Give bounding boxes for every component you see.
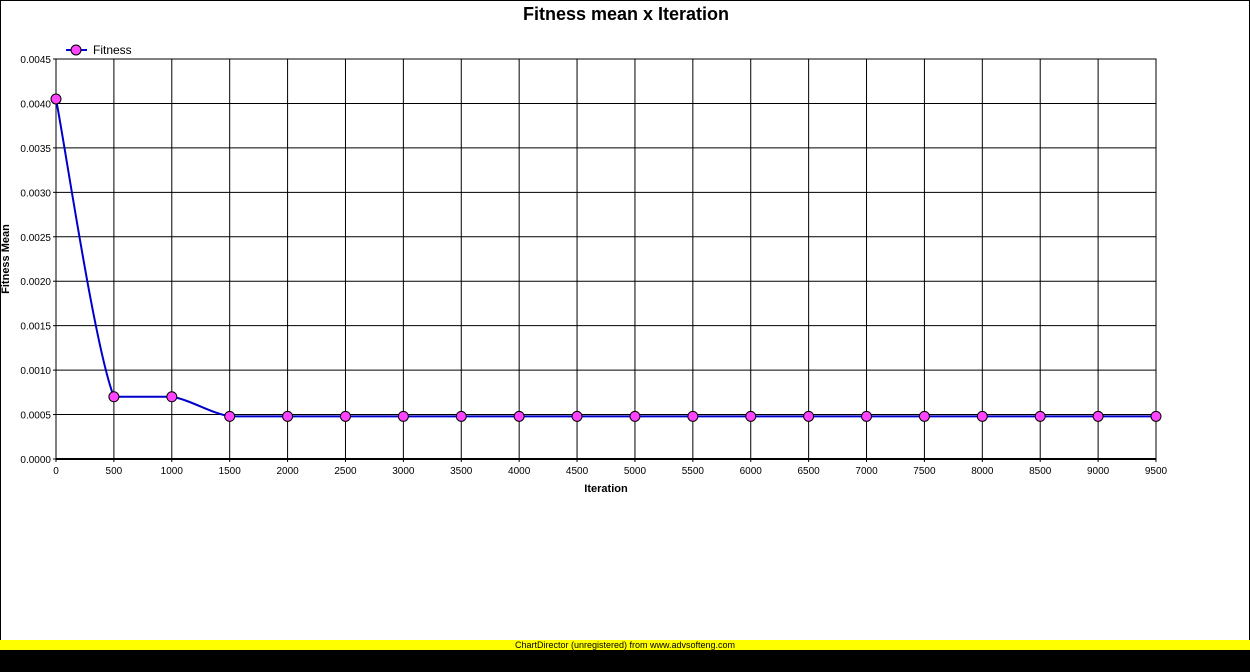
y-tick-label: 0.0040 [20, 99, 51, 110]
y-tick-label: 0.0045 [20, 55, 51, 66]
data-point [1034, 410, 1046, 422]
data-point [976, 410, 988, 422]
data-point [397, 410, 409, 422]
y-tick-label: 0.0005 [20, 411, 51, 422]
y-tick-label: 0.0025 [20, 233, 51, 244]
x-tick-label: 7000 [855, 466, 878, 477]
x-tick-label: 9000 [1087, 466, 1110, 477]
chart-title: Fitness mean x Iteration [523, 4, 729, 24]
x-tick-label: 2500 [334, 466, 357, 477]
bottom-strip [0, 650, 1250, 672]
fitness-chart: Fitness mean x Iteration Fitness 0.00000… [1, 4, 1168, 495]
series-markers [50, 93, 1162, 422]
x-tick-label: 3500 [450, 466, 473, 477]
x-tick-label: 6000 [740, 466, 763, 477]
data-point [1150, 410, 1162, 422]
y-axis-label: Fitness Mean [1, 224, 12, 294]
x-tick-label: 8500 [1029, 466, 1052, 477]
legend: Fitness [66, 43, 132, 57]
y-tick-label: 0.0010 [20, 366, 51, 377]
x-tick-label: 1000 [161, 466, 184, 477]
legend-marker [70, 44, 82, 56]
data-point [455, 410, 467, 422]
data-point [803, 410, 815, 422]
footer-bar: ChartDirector (unregistered) from www.ad… [0, 640, 1250, 650]
data-point [745, 410, 757, 422]
x-tick-label: 5000 [624, 466, 647, 477]
x-tick-label: 0 [53, 466, 59, 477]
x-tick-label: 6500 [798, 466, 821, 477]
grid [55, 58, 1157, 460]
data-point [571, 410, 583, 422]
footer-text: ChartDirector (unregistered) from www.ad… [514, 640, 736, 650]
y-tick-label: 0.0015 [20, 322, 51, 333]
x-tick-label: 2000 [276, 466, 299, 477]
y-tick-label: 0.0030 [20, 188, 51, 199]
chart-frame: Fitness mean x Iteration Fitness 0.0000 0… [0, 0, 1250, 641]
x-tick-label: 8000 [971, 466, 994, 477]
data-point [513, 410, 525, 422]
y-axis-ticks: 0.0000 0.0005 0.0010 0.0015 0.0020 0.0025 0.00… [20, 55, 56, 466]
data-point [629, 410, 641, 422]
legend-label: Fitness [93, 43, 132, 57]
data-point [166, 391, 178, 403]
data-point [224, 410, 236, 422]
x-tick-label: 4500 [566, 466, 589, 477]
x-tick-label: 4000 [508, 466, 531, 477]
data-point [918, 410, 930, 422]
data-point [861, 410, 873, 422]
data-point [50, 93, 62, 105]
y-tick-label: 0.0020 [20, 277, 51, 288]
data-point [1092, 410, 1104, 422]
data-point [339, 410, 351, 422]
y-tick-label: 0.0000 [20, 455, 51, 466]
x-tick-label: 7500 [913, 466, 936, 477]
plot-area [56, 59, 1156, 459]
data-point [108, 391, 120, 403]
x-tick-label: 5500 [682, 466, 705, 477]
x-tick-label: 1500 [219, 466, 242, 477]
data-point [687, 410, 699, 422]
x-tick-label: 500 [106, 466, 123, 477]
x-tick-label: 9500 [1145, 466, 1168, 477]
x-axis-ticks: 0 500 1000 1500 2000 2500 3000 3500 4000 4500 5000… [53, 459, 1168, 477]
x-axis-label: Iteration [584, 483, 628, 495]
data-point [282, 410, 294, 422]
y-tick-label: 0.0035 [20, 144, 51, 155]
x-tick-label: 3000 [392, 466, 415, 477]
